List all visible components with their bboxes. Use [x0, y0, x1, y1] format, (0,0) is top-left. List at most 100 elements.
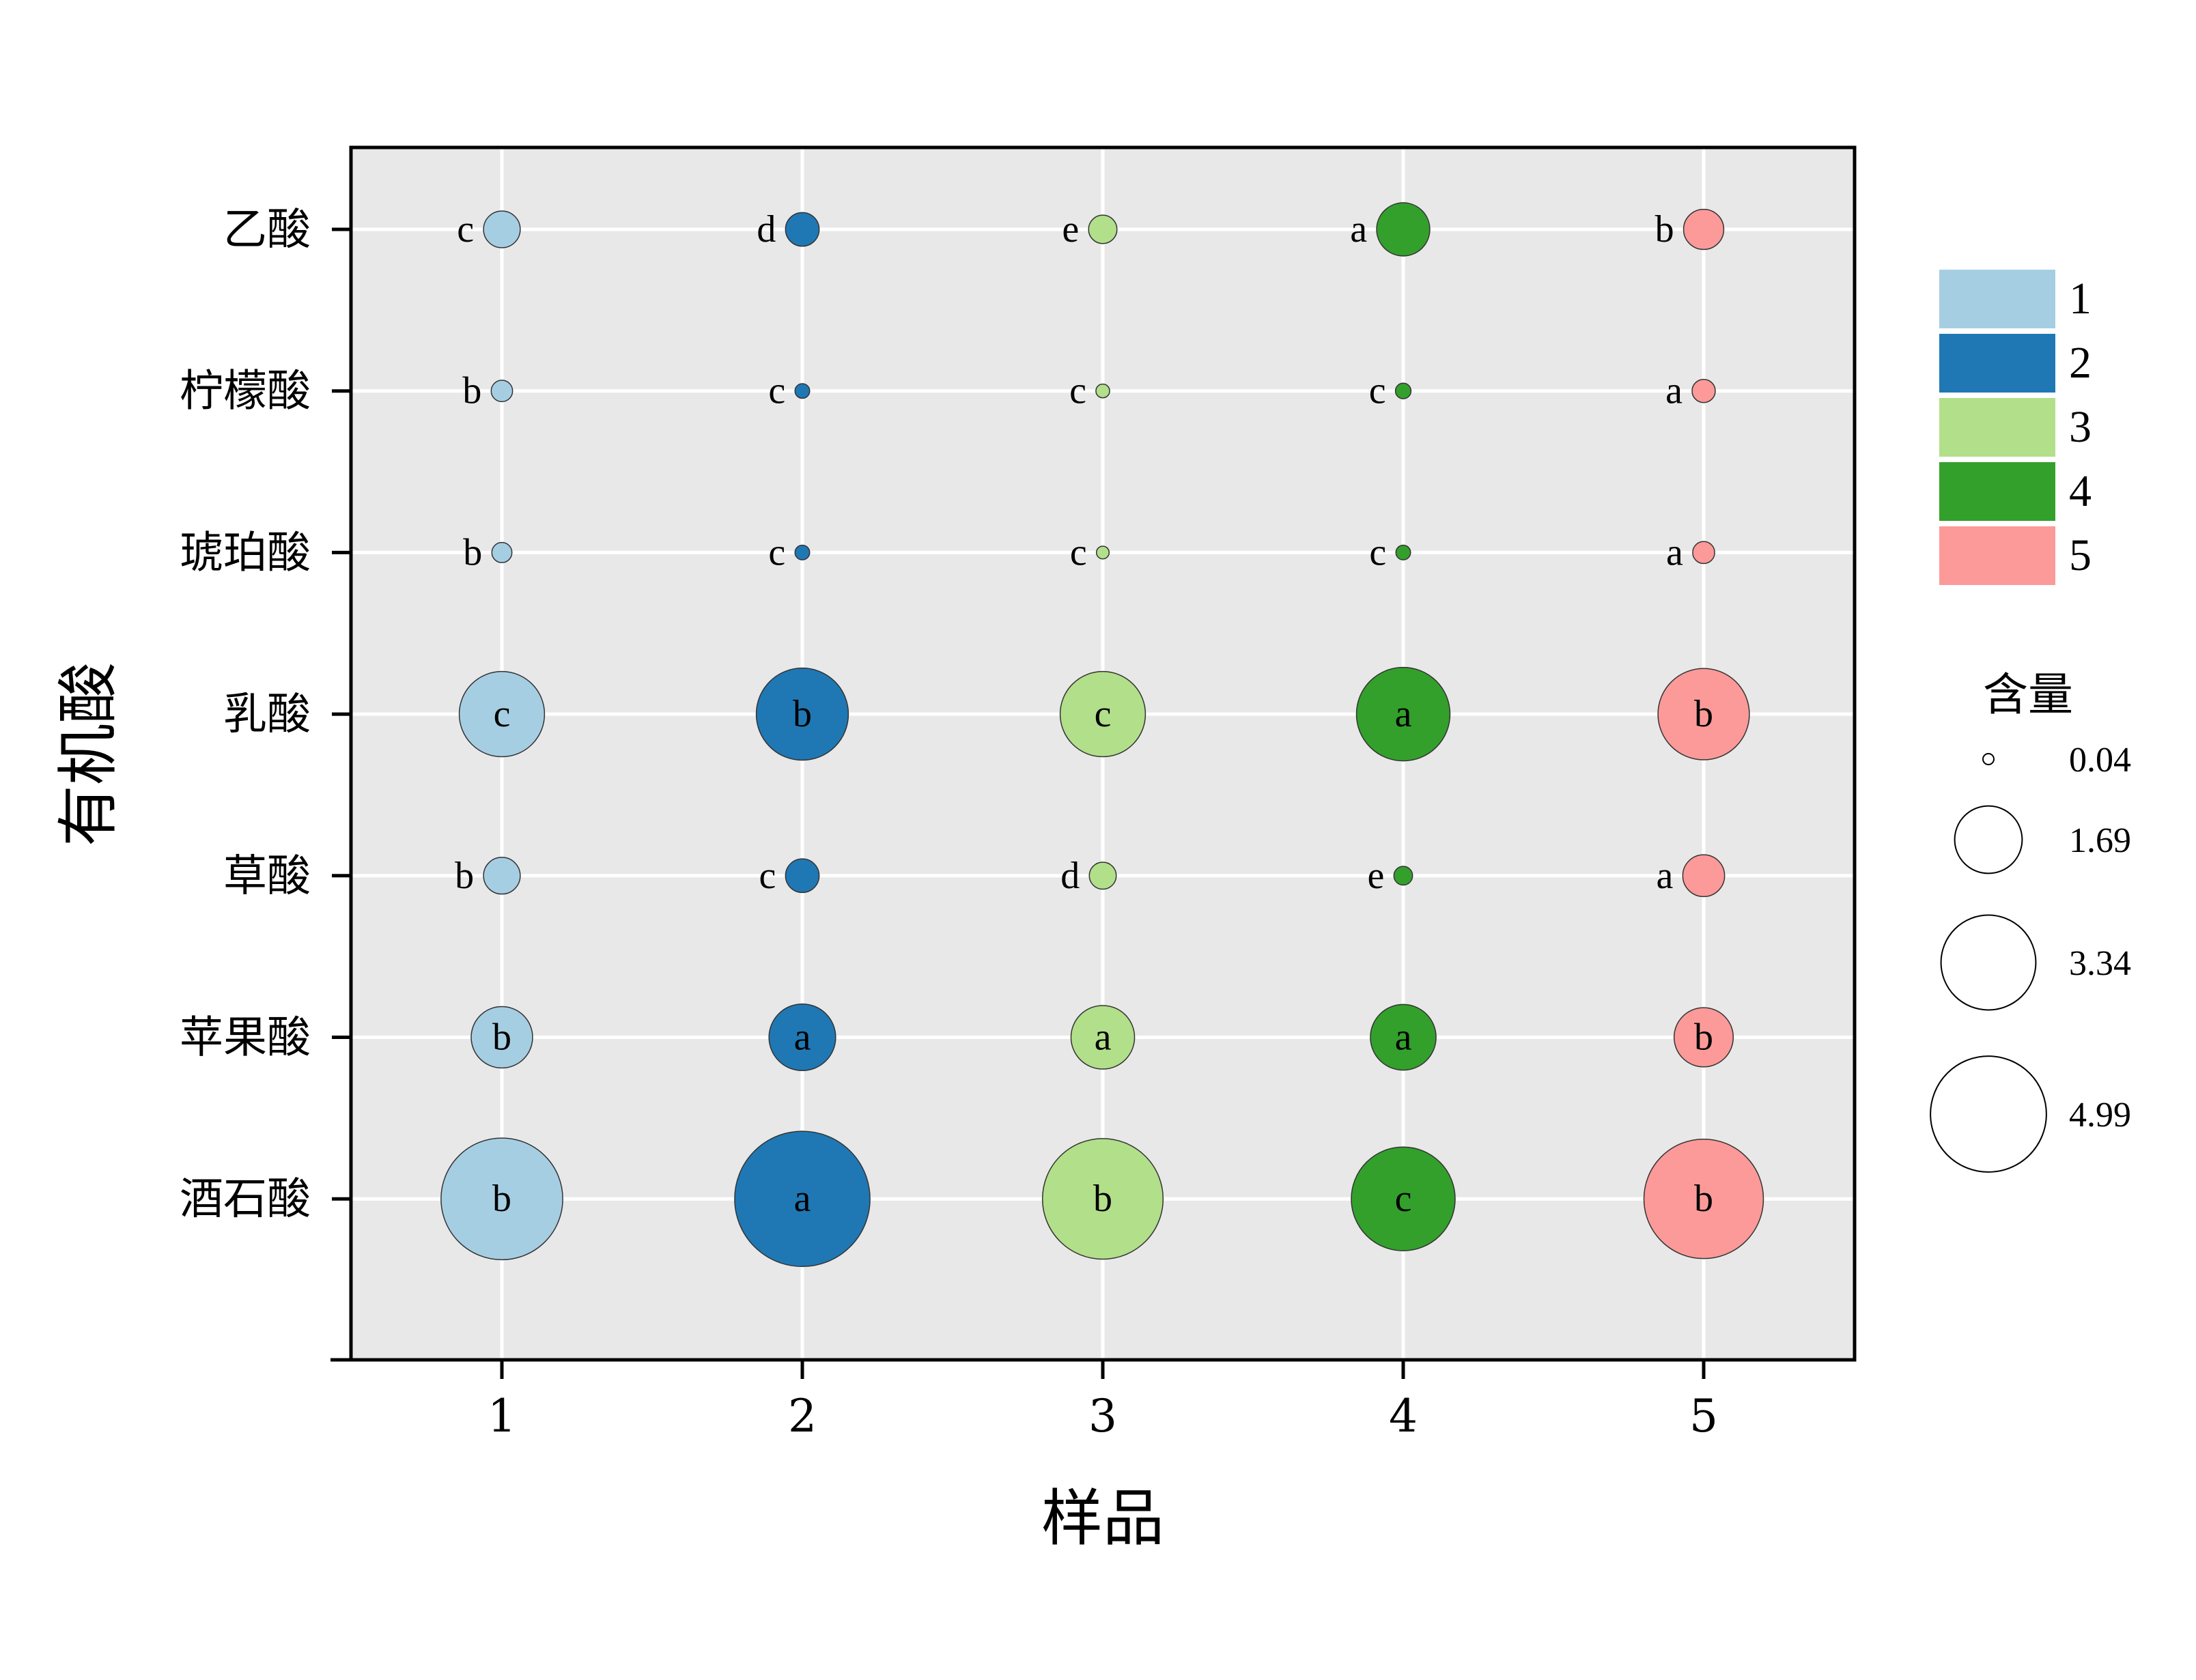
significance-label: e [1062, 208, 1079, 251]
bubble [1691, 378, 1716, 403]
legend-label: 1 [2069, 274, 2092, 324]
bubble [1376, 202, 1431, 257]
significance-label: d [757, 208, 776, 251]
significance-label: b [492, 1016, 511, 1059]
size-legend: 含量 0.04 1.69 3.34 4.99 [1930, 668, 2131, 1173]
legend-label: 2 [2069, 338, 2092, 388]
y-tick-label: 苹果酸 [180, 1013, 311, 1064]
bubble [1673, 1007, 1734, 1068]
bubble [1692, 541, 1715, 565]
bubble [1393, 866, 1413, 886]
significance-label: c [1095, 693, 1112, 735]
bubble [1395, 544, 1411, 560]
bubble [794, 544, 811, 560]
y-tick-label: 琥珀酸 [180, 528, 311, 578]
significance-label: c [759, 855, 776, 897]
significance-label: c [768, 531, 785, 573]
y-tick-label: 酒石酸 [180, 1174, 311, 1225]
size-legend-title: 含量 [1983, 668, 2073, 721]
significance-label: c [1369, 370, 1386, 412]
significance-label: e [1367, 855, 1384, 897]
bubble [785, 858, 820, 894]
bubble [1059, 670, 1146, 758]
y-tick-label: 柠檬酸 [180, 367, 311, 417]
significance-label: a [1395, 693, 1412, 735]
bubble [483, 210, 521, 248]
bubble [490, 380, 513, 403]
significance-label: a [1657, 855, 1674, 897]
significance-label: c [1369, 531, 1386, 573]
bubble [768, 1003, 836, 1072]
bubble [458, 670, 546, 758]
legend-label: 5 [2069, 530, 2092, 580]
significance-label: b [1694, 693, 1713, 735]
bubble [794, 383, 811, 399]
bubble [1095, 383, 1110, 399]
significance-label: d [1060, 855, 1080, 897]
x-tick-label: 5 [1689, 1390, 1718, 1442]
legend-swatch [1939, 334, 2055, 393]
legend-swatch [1939, 526, 2055, 585]
bubble [1088, 214, 1118, 244]
size-legend-circle [1982, 753, 1995, 765]
bubble [734, 1130, 871, 1268]
significance-label: a [794, 1016, 811, 1059]
size-legend-label: 4.99 [2069, 1096, 2131, 1135]
significance-label: b [1694, 1016, 1713, 1059]
y-axis-title: 有机酸 [53, 662, 124, 846]
x-tick-label: 3 [1088, 1390, 1117, 1442]
bubble [1370, 1003, 1437, 1071]
color-legend: 1 2 3 4 5 [1939, 270, 2092, 585]
bubble-layer [440, 202, 1764, 1268]
bubble [1088, 862, 1117, 890]
significance-labels: c d e a b b c c c a b c c c a c b c a b b c d e a b a a a b b a b c b [455, 208, 1713, 1220]
significance-label: b [492, 1178, 511, 1220]
bubble [1682, 854, 1726, 898]
size-legend-label: 1.69 [2069, 821, 2131, 860]
x-tick-label: 4 [1389, 1390, 1418, 1442]
significance-label: b [1694, 1178, 1713, 1220]
bubble [1355, 666, 1451, 762]
bubble [1095, 545, 1110, 560]
significance-label: a [1665, 370, 1683, 412]
size-legend-label: 3.34 [2069, 944, 2131, 983]
x-axis-title: 样品 [1041, 1483, 1164, 1554]
legend-swatch [1939, 462, 2055, 521]
significance-label: c [1070, 531, 1087, 573]
bubble [491, 541, 513, 563]
bubble [755, 667, 849, 761]
significance-label: a [1350, 208, 1367, 251]
bubble [483, 857, 521, 895]
y-tick-label: 乳酸 [223, 689, 311, 740]
significance-label: b [455, 855, 474, 897]
bubble [1070, 1005, 1136, 1070]
significance-label: b [462, 370, 481, 412]
significance-label: c [457, 208, 474, 251]
bubble [1657, 668, 1750, 760]
significance-label: a [794, 1178, 811, 1220]
x-tick-label: 1 [488, 1390, 516, 1442]
significance-label: c [768, 370, 785, 412]
legend-swatch [1939, 270, 2055, 328]
significance-label: a [1666, 531, 1683, 573]
significance-label: b [463, 531, 482, 573]
significance-label: a [1395, 1016, 1412, 1059]
significance-label: b [1093, 1178, 1112, 1220]
bubble [1683, 208, 1725, 251]
size-legend-circle [1940, 914, 2037, 1011]
bubble [1643, 1138, 1764, 1259]
significance-label: c [1069, 370, 1086, 412]
significance-label: a [1095, 1016, 1112, 1059]
size-legend-circle [1954, 805, 2023, 874]
bubble [470, 1006, 533, 1069]
x-tick-label: 2 [788, 1390, 817, 1442]
bubble [1351, 1146, 1456, 1251]
significance-label: b [793, 693, 812, 735]
significance-label: c [494, 693, 511, 735]
bubble [440, 1137, 563, 1261]
size-legend-label: 0.04 [2069, 741, 2131, 780]
significance-label: b [1655, 208, 1674, 251]
bubble [1041, 1138, 1164, 1260]
